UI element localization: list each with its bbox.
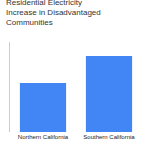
svg-text:Residential ElectricityIncreas: Residential ElectricityIncrease in Disad… (6, 0, 101, 27)
svg-text:Southern California: Southern California (83, 134, 135, 140)
svg-text:Northern California: Northern California (18, 134, 69, 140)
